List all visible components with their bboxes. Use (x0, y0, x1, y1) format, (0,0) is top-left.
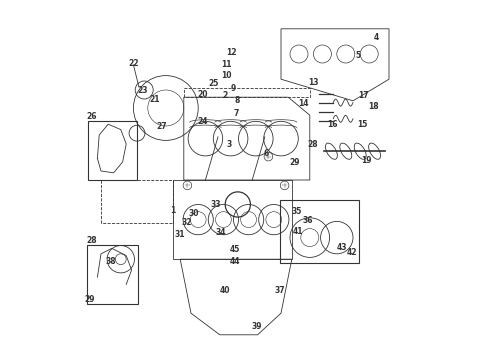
Text: 30: 30 (189, 209, 199, 217)
Text: 19: 19 (362, 156, 372, 165)
Text: 39: 39 (252, 322, 262, 331)
Text: 18: 18 (368, 102, 379, 111)
Text: 6: 6 (264, 149, 269, 158)
Text: 41: 41 (293, 227, 303, 236)
Text: 36: 36 (302, 216, 313, 225)
Text: 40: 40 (219, 286, 230, 295)
Text: 45: 45 (230, 245, 241, 253)
Text: 5: 5 (356, 51, 361, 60)
Text: 29: 29 (290, 158, 300, 167)
Text: 29: 29 (84, 295, 95, 305)
Text: 10: 10 (221, 71, 232, 80)
Bar (88, 121, 137, 180)
Text: 33: 33 (210, 199, 221, 209)
Text: 42: 42 (347, 248, 358, 257)
Text: 8: 8 (234, 96, 240, 105)
Text: 31: 31 (174, 230, 185, 239)
Text: 23: 23 (138, 86, 148, 95)
Text: 26: 26 (87, 112, 97, 121)
Text: 12: 12 (226, 48, 237, 57)
Text: 34: 34 (216, 229, 226, 238)
Text: 43: 43 (336, 243, 347, 252)
Text: 9: 9 (230, 84, 235, 93)
Text: 28: 28 (307, 140, 318, 149)
Bar (280, 200, 360, 263)
Text: 32: 32 (181, 217, 192, 227)
Text: 15: 15 (357, 120, 367, 129)
Text: 35: 35 (291, 207, 302, 216)
Text: 24: 24 (197, 117, 208, 126)
Text: 3: 3 (227, 140, 232, 149)
Bar (87, 245, 138, 304)
Text: 17: 17 (358, 91, 368, 100)
Text: 44: 44 (230, 257, 241, 266)
Text: 11: 11 (220, 60, 231, 69)
Text: 22: 22 (129, 59, 139, 68)
Text: 2: 2 (222, 91, 228, 100)
Text: 4: 4 (374, 33, 379, 42)
Text: 37: 37 (275, 286, 286, 295)
Text: 1: 1 (171, 206, 175, 215)
Text: 13: 13 (308, 78, 318, 87)
Text: 21: 21 (149, 95, 160, 104)
Text: 7: 7 (234, 109, 239, 118)
Text: 14: 14 (298, 99, 309, 108)
Text: 28: 28 (87, 236, 98, 245)
Text: 16: 16 (327, 120, 338, 130)
Text: 27: 27 (156, 122, 167, 131)
Text: 25: 25 (208, 79, 219, 88)
Text: 38: 38 (106, 257, 117, 266)
Text: 20: 20 (197, 90, 208, 99)
